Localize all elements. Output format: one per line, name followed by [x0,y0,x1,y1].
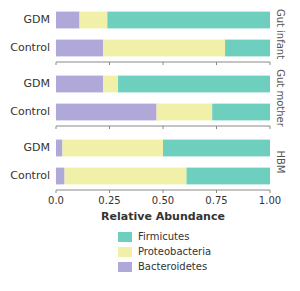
x-tick [216,190,217,193]
bar-segment [225,40,270,57]
y-tick-label: Control [10,105,50,118]
bar-segment [187,168,270,185]
bar-segment [157,104,213,121]
panel: GDM Control Gut infant [10,9,286,65]
bars [56,12,270,57]
bar-segment [56,140,62,157]
bar-segment [103,76,118,93]
y-tick-label: GDM [24,141,51,154]
x-tick [270,62,271,65]
x-tick [163,190,164,193]
panel-label: Gut infant [275,9,286,59]
x-tick-label: 1.00 [259,195,281,206]
bar-segment [80,12,108,29]
x-tick-label: 0.25 [98,195,120,206]
x-tick-label: 0.50 [152,195,174,206]
bar-segment [56,12,80,29]
x-tick [56,190,57,193]
x-tick [216,62,217,65]
legend-label: Proteobacteria [138,246,211,257]
x-axis-label: Relative Abundance [101,210,225,223]
panel: GDM Control 0.0 0.25 0.50 0.75 1.00 HBM Relative… [10,140,286,223]
panel-label: Gut mother [275,69,286,127]
chart: GDM Control Gut infant GDM Control Gut mother… [0,0,300,291]
y-tick-label: GDM [24,77,51,90]
x-tick [270,190,271,193]
x-tick [56,62,57,65]
bars [56,140,270,185]
legend-label: Bacteroidetes [138,261,207,272]
legend-swatch [118,232,132,242]
bar-segment [56,76,103,93]
bar-segment [62,140,163,157]
bar-segment [163,140,270,157]
bar-segment [103,40,225,57]
bar-segment [56,40,103,57]
bar-segment [118,76,270,93]
x-tick [270,126,271,129]
y-tick-label: GDM [24,13,51,26]
legend-swatch [118,247,132,257]
x-tick-label: 0.75 [205,195,227,206]
legend-swatch [118,262,132,272]
bar-segment [65,168,187,185]
x-tick [109,62,110,65]
x-tick [163,126,164,129]
y-tick-label: Control [10,41,50,54]
bar-segment [56,168,65,185]
x-tick [109,190,110,193]
bars [56,76,270,121]
bar-segment [107,12,270,29]
y-tick-label: Control [10,169,50,182]
panel: GDM Control Gut mother [10,69,286,129]
x-tick [109,126,110,129]
bar-segment [212,104,270,121]
x-tick-label: 0.0 [48,195,64,206]
legend-label: Firmicutes [138,231,189,242]
x-tick [163,62,164,65]
bar-segment [56,104,157,121]
panel-label: HBM [275,150,286,173]
x-tick [56,126,57,129]
x-tick [216,126,217,129]
legend: Firmicutes Proteobacteria Bacteroidetes [118,231,211,272]
